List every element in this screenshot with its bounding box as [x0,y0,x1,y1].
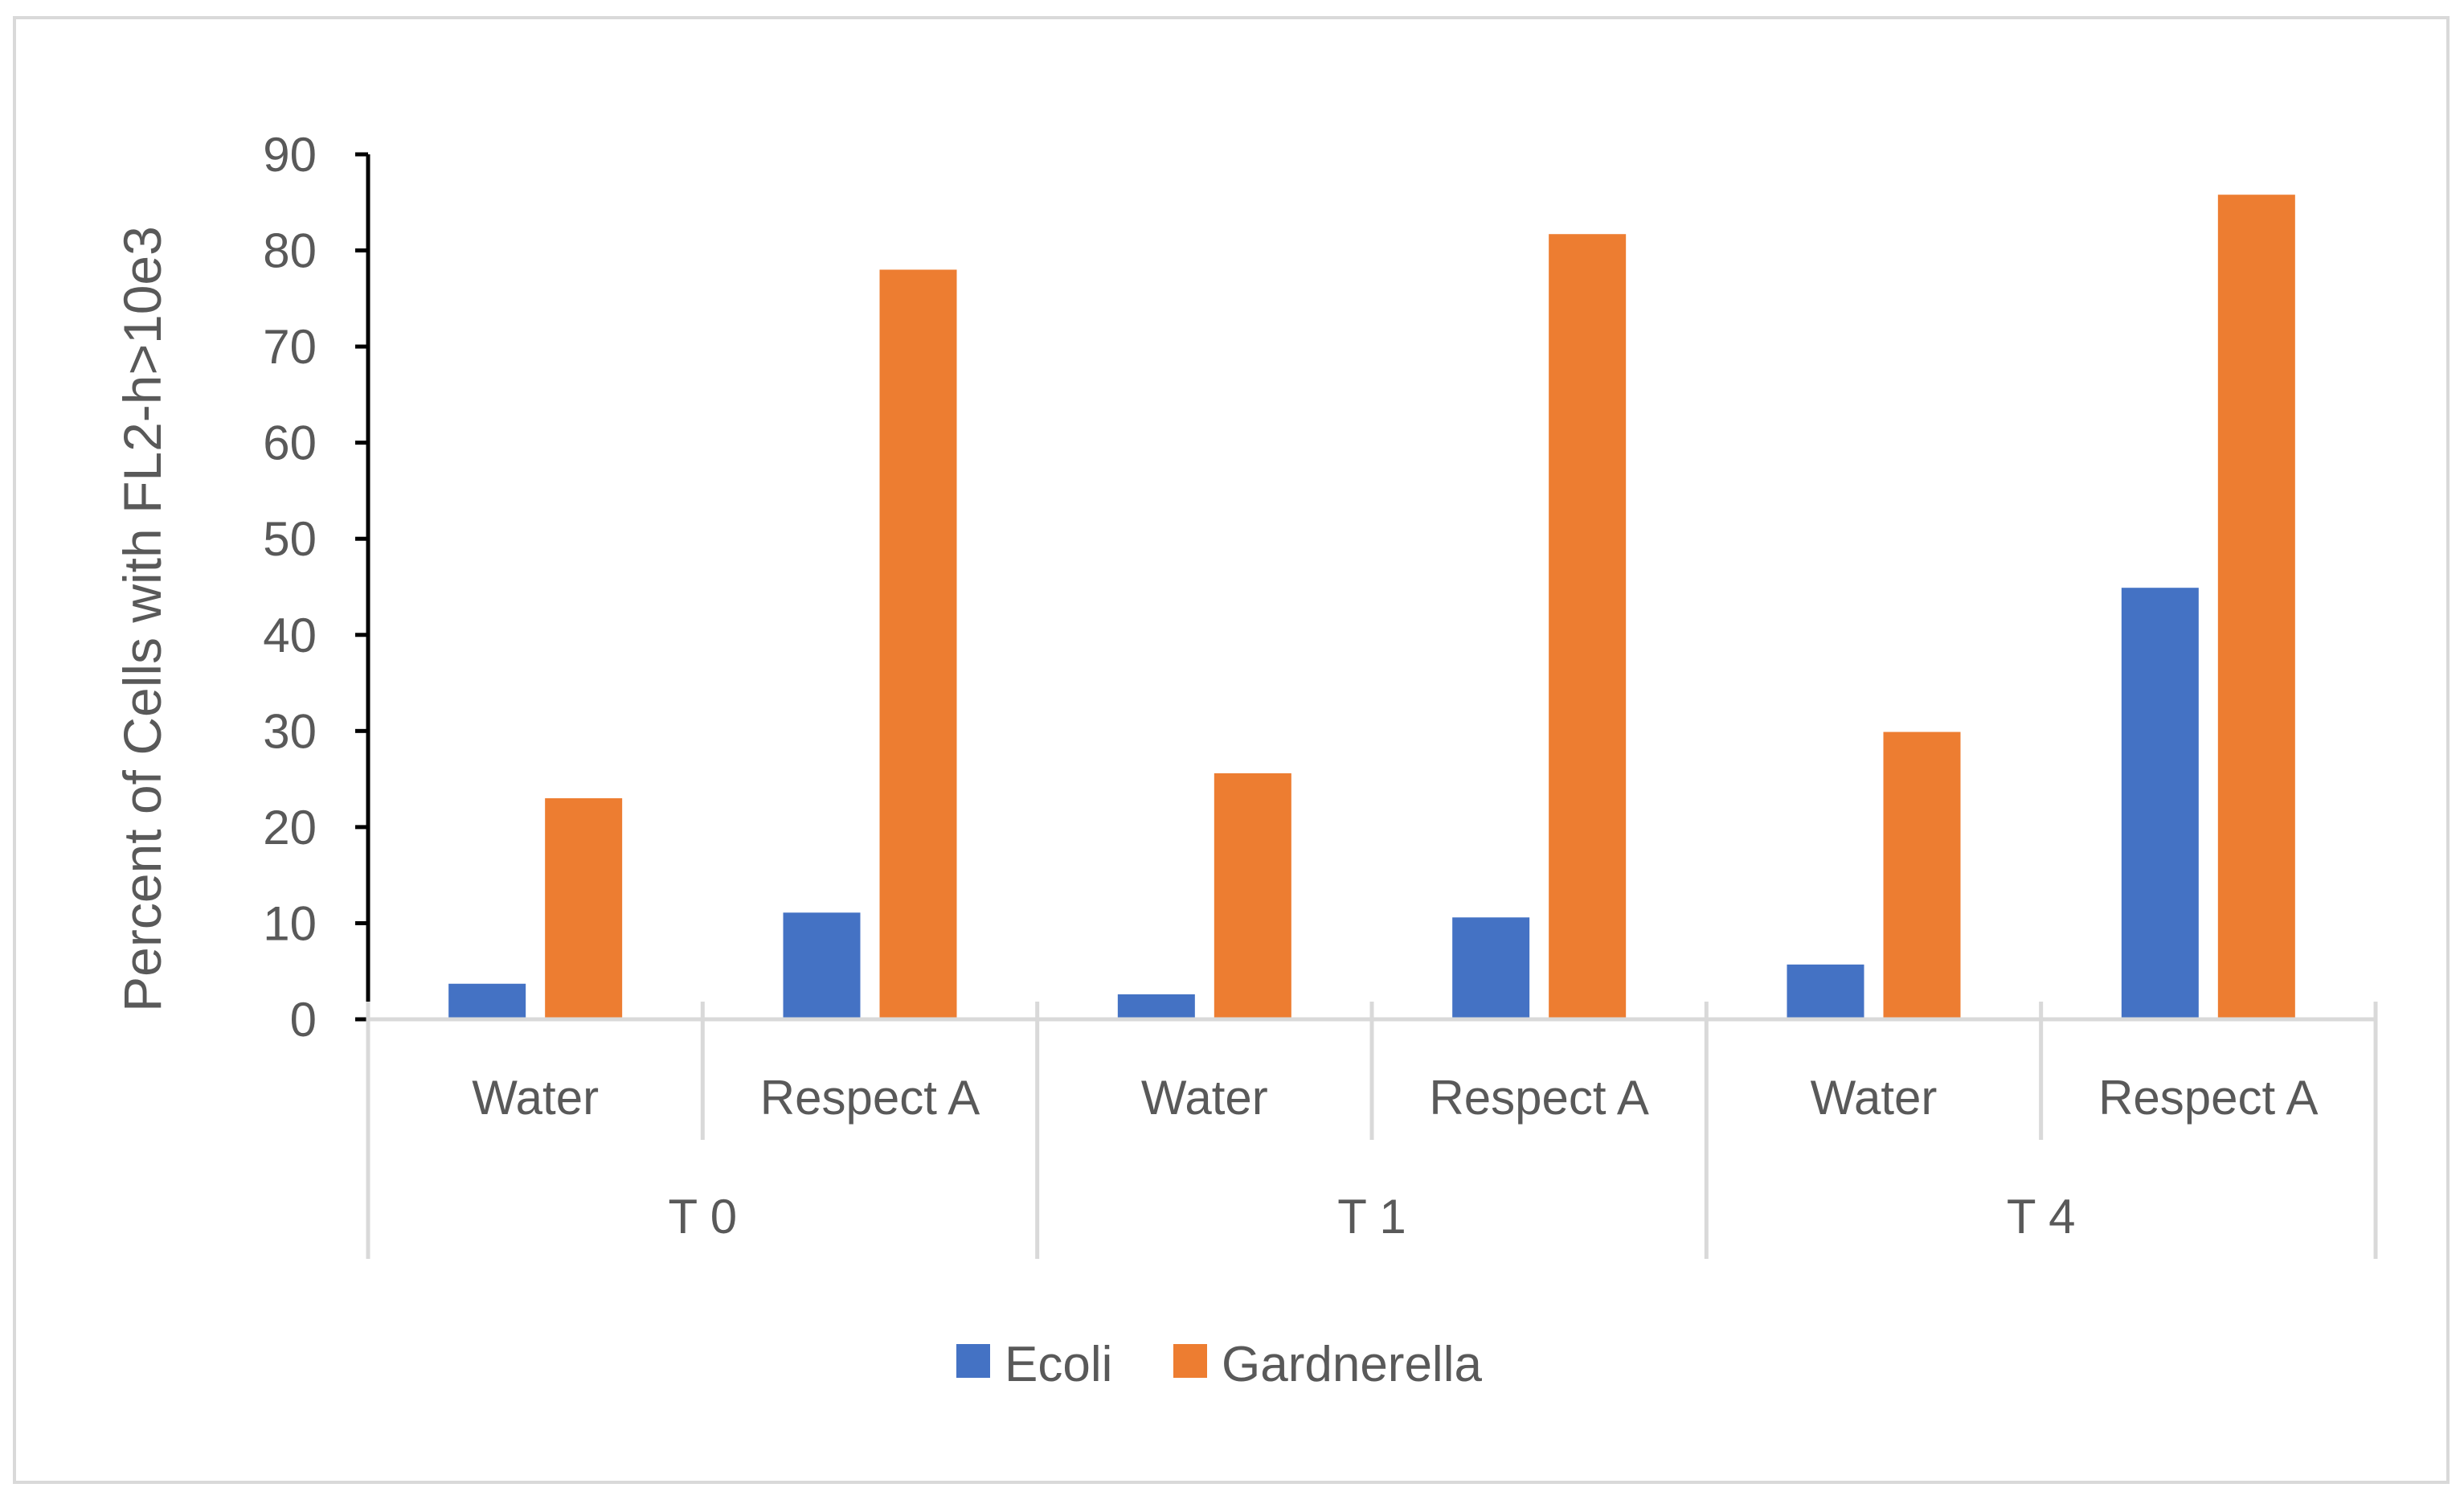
x-axis: Water Respect A Water Respect A Water Respect… [366,1002,2378,1259]
y-tick-label: 30 [263,704,317,758]
legend-label-ecoli: Ecoli [1005,1337,1112,1392]
y-tick-label: 10 [263,896,317,950]
bar-gardnerella-4 [1883,732,1961,1019]
y-tick-label: 90 [263,128,317,182]
bar-ecoli-4 [1787,964,1864,1019]
bar-ecoli-5 [2121,588,2199,1019]
x-category-label: Respect A [2098,1071,2319,1125]
bar-gardnerella-5 [2217,195,2295,1019]
bar-gardnerella-0 [545,798,623,1019]
y-tick-label: 70 [263,320,317,374]
bar-ecoli-1 [783,912,861,1019]
legend-swatch-gardnerella [1173,1344,1207,1378]
y-tick-label: 0 [290,993,317,1047]
x-group-label: T 4 [2007,1190,2076,1244]
x-category-label: Respect A [1429,1071,1649,1125]
legend: Ecoli Gardnerella [956,1337,1482,1392]
x-category-label: Water [1141,1071,1268,1125]
y-axis-title: Percent of Cells with FL2-h>10e3 [113,226,172,1012]
x-category-label: Respect A [760,1071,980,1125]
y-tick-label: 60 [263,416,317,470]
y-tick-label: 20 [263,801,317,855]
y-tick-label: 80 [263,224,317,278]
bar-ecoli-3 [1452,917,1530,1019]
chart-frame [13,16,2450,1484]
bar-gardnerella-2 [1214,773,1291,1019]
legend-swatch-ecoli [956,1344,990,1378]
x-group-label: T 1 [1337,1190,1406,1244]
bar-gardnerella-1 [879,269,957,1019]
y-tick-label: 50 [263,512,317,566]
bars [448,195,2295,1020]
bar-ecoli-0 [448,983,526,1019]
legend-label-gardnerella: Gardnerella [1222,1337,1482,1392]
x-category-label: Water [1811,1071,1938,1125]
bar-gardnerella-3 [1549,234,1627,1020]
x-category-label: Water [472,1071,599,1125]
x-group-label: T 0 [669,1190,738,1244]
y-tick-label: 40 [263,609,317,662]
y-axis: 0 10 20 30 40 50 60 70 80 90 [263,128,370,1047]
bar-ecoli-2 [1117,994,1195,1019]
